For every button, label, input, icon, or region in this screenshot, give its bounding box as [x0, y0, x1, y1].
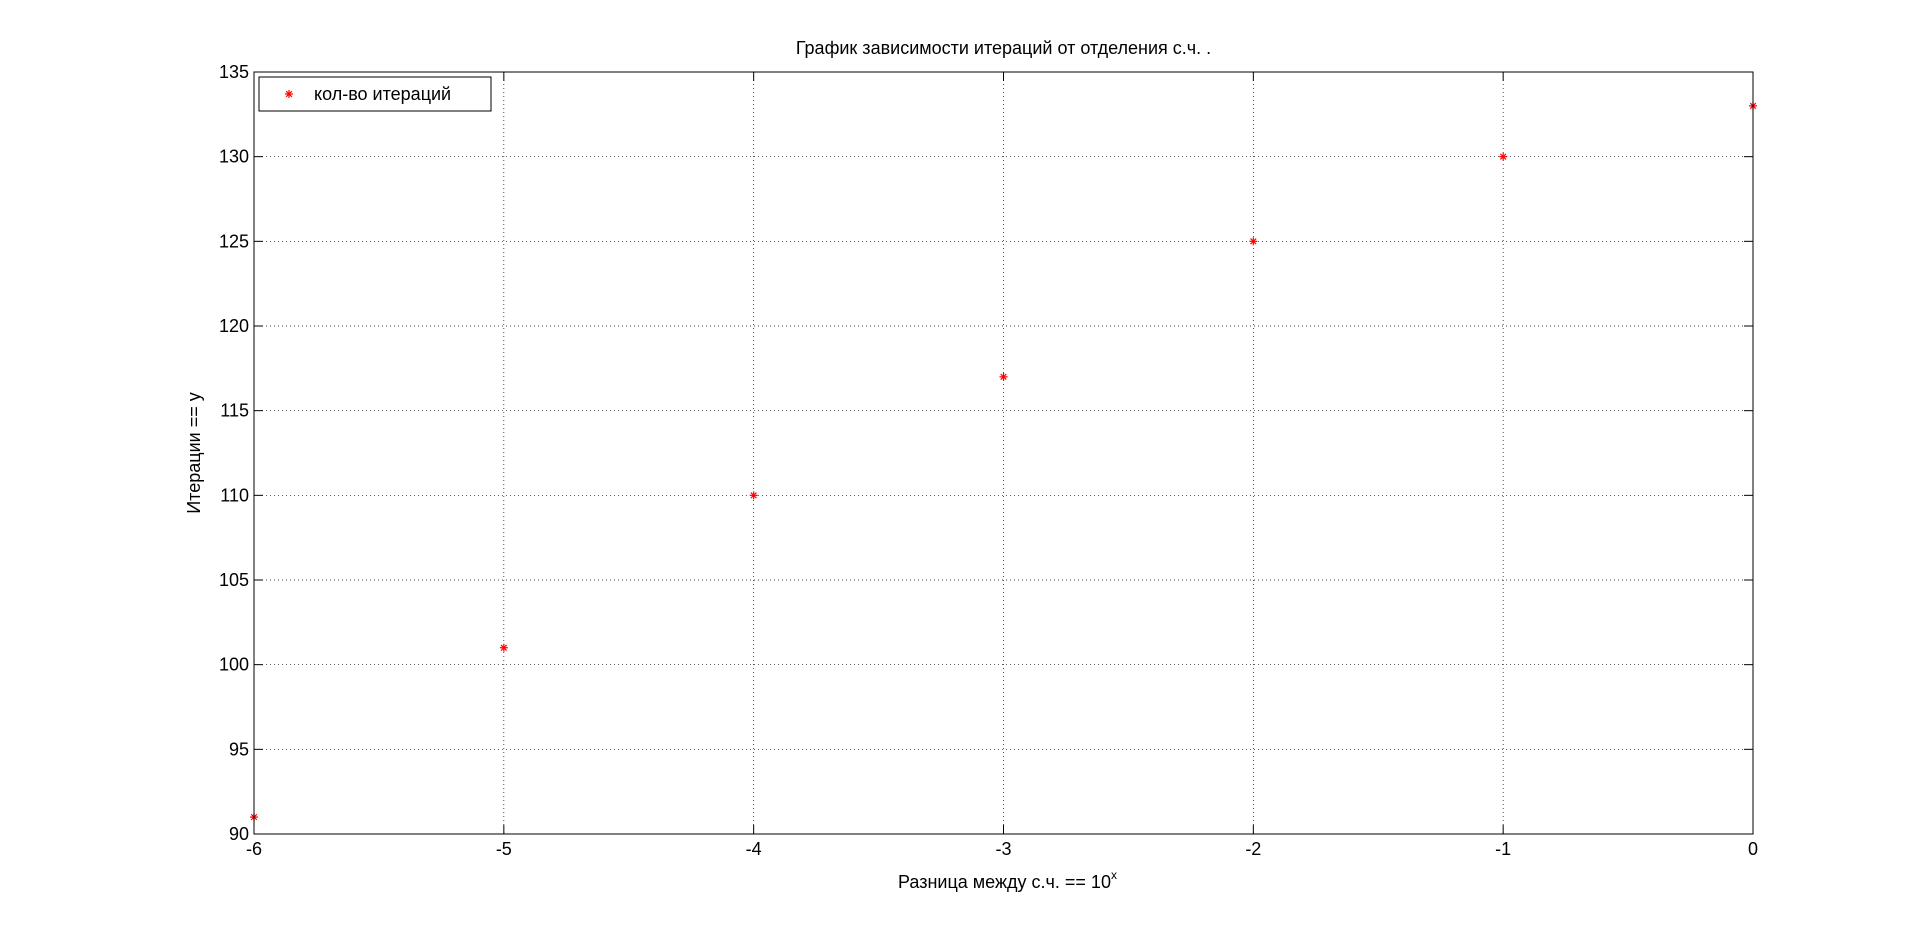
x-tick-label: -1 [1495, 839, 1511, 859]
plot-frame [253, 71, 1754, 835]
x-tick-label: -3 [995, 839, 1011, 859]
labels-layer: График зависимости итераций от отделения… [184, 38, 1211, 892]
y-tick-label: 100 [219, 655, 249, 675]
ticks-layer: -6 -5 -4 -3 -2 -1 0 90 95 100 105 110 115 120 125 130 13… [219, 62, 1758, 859]
x-tick-label: -4 [746, 839, 762, 859]
legend-marker-star [285, 90, 293, 98]
data-point [999, 372, 1008, 381]
data-point [1499, 152, 1508, 161]
y-tick-label: 115 [220, 401, 249, 421]
y-tick-label: 135 [219, 62, 249, 82]
y-tick-label: 120 [219, 316, 249, 336]
x-tick-label: 0 [1748, 839, 1758, 859]
y-tick-label: 90 [229, 824, 249, 844]
legend-entry-label: кол-во итераций [314, 84, 451, 104]
legend: кол-во итераций [258, 76, 492, 112]
y-tick-label: 125 [219, 231, 249, 251]
y-axis-label: Итерации == y [184, 392, 204, 513]
x-axis-label-superscript: x [1111, 868, 1117, 882]
data-point [749, 491, 758, 500]
legend-marker [285, 90, 293, 98]
x-axis-label-main: Разница между с.ч. == 10 [898, 872, 1111, 892]
y-tick-label: 105 [219, 570, 249, 590]
y-tick-label: 110 [220, 485, 249, 505]
x-tick-label: -6 [246, 839, 262, 859]
x-tick-label: -5 [496, 839, 512, 859]
x-axis-label: Разница между с.ч. == 10x [898, 868, 1117, 892]
legend-box [258, 76, 492, 112]
y-tick-label: 130 [219, 147, 249, 167]
data-point [1249, 237, 1258, 246]
y-tick-label: 95 [229, 739, 249, 759]
x-tick-label: -2 [1245, 839, 1261, 859]
chart-title: График зависимости итераций от отделения… [796, 38, 1211, 58]
data-point [499, 643, 508, 652]
